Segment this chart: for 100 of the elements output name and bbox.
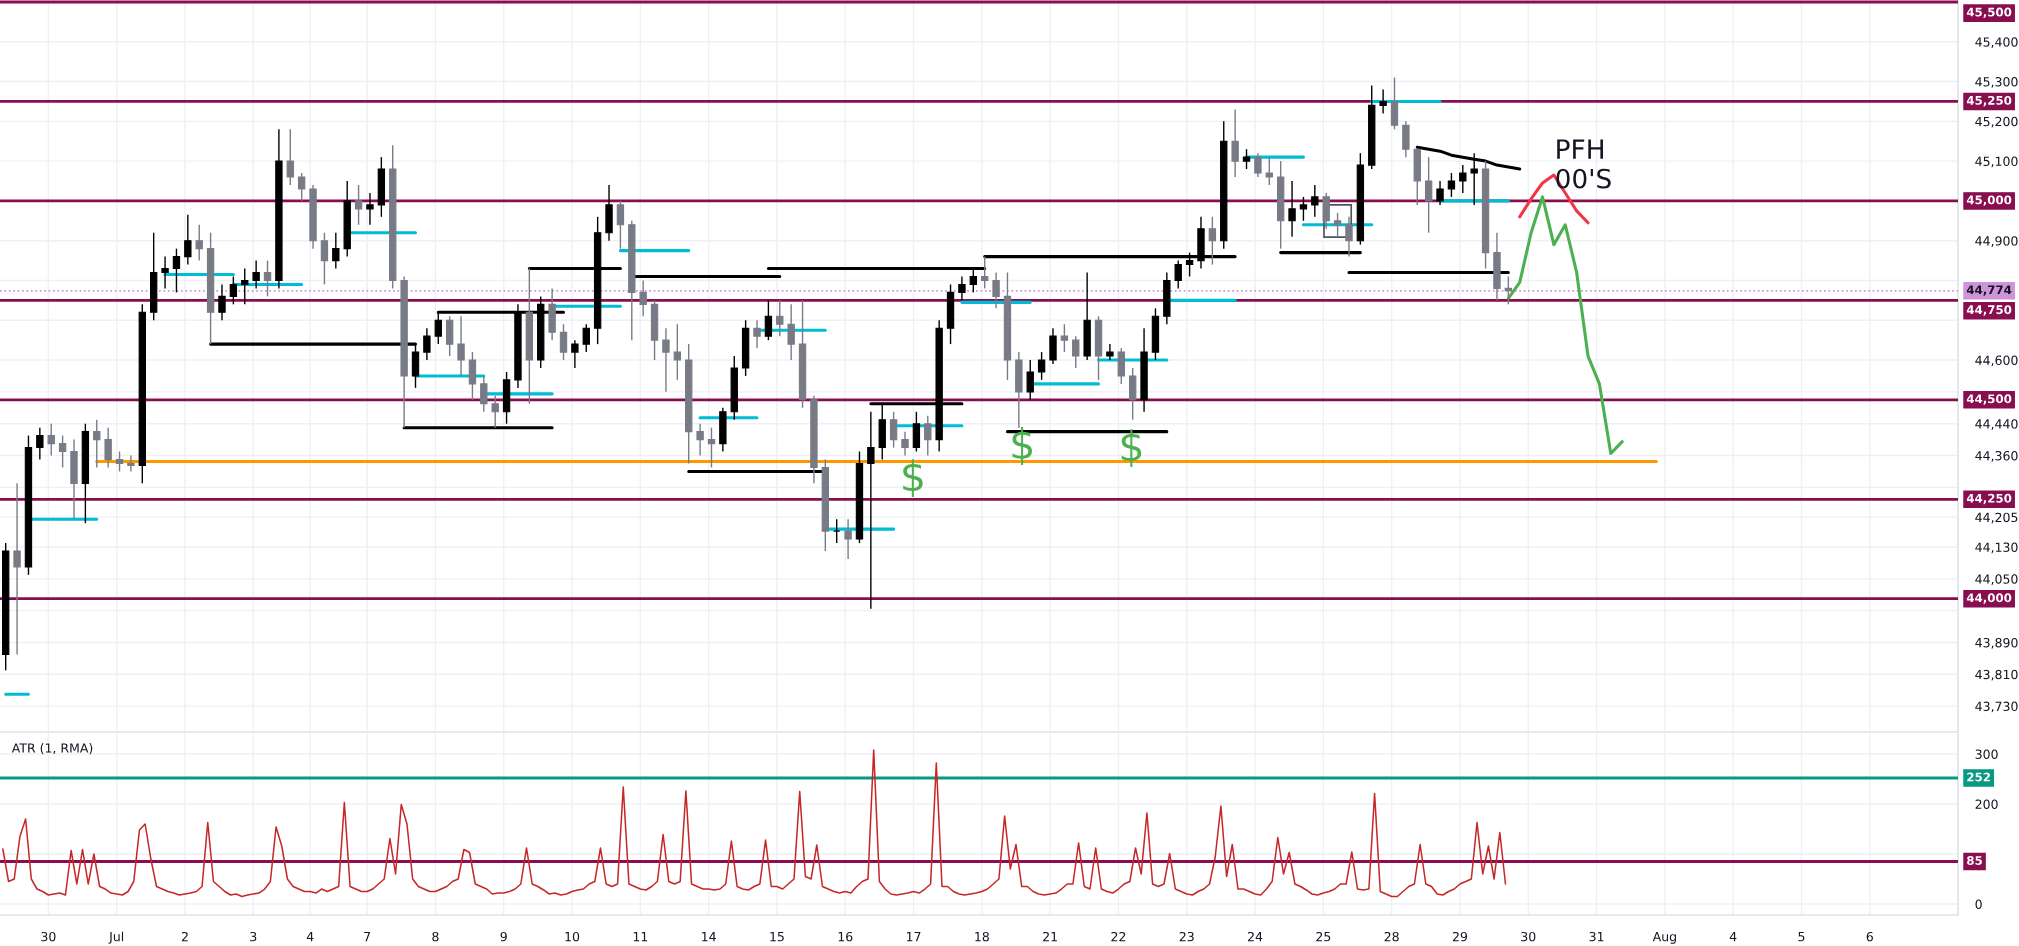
candlestick xyxy=(480,375,488,413)
x-tick-label: 28 xyxy=(1384,931,1399,942)
candlestick xyxy=(47,422,55,457)
candlestick xyxy=(559,323,568,361)
x-tick-label: 11 xyxy=(633,932,648,942)
candlestick xyxy=(332,232,340,270)
x-tick-label: 30 xyxy=(41,931,56,942)
x-tick-label: 10 xyxy=(565,931,580,942)
x-tick-label: 16 xyxy=(838,931,853,942)
ref-line-label: 44,500 xyxy=(1966,394,2012,405)
x-tick-label: 4 xyxy=(306,932,314,942)
y-tick-label: 44,130 xyxy=(1975,542,2018,554)
candlestick xyxy=(93,419,101,469)
x-tick-label: 31 xyxy=(1589,931,1604,942)
candlestick xyxy=(252,259,260,290)
candlestick xyxy=(787,303,795,361)
candlestick xyxy=(468,351,477,401)
ref-line-label: 252 xyxy=(1967,772,1990,782)
y-tick-label: 0 xyxy=(1975,899,1982,909)
y-tick-label: 44,205 xyxy=(1975,512,2018,524)
ref-line-label: 44,250 xyxy=(1966,493,2012,505)
candlestick xyxy=(457,315,465,377)
x-tick-label: 15 xyxy=(770,932,784,942)
candlestick xyxy=(423,327,431,361)
ref-line-label: 44,774 xyxy=(1966,285,2012,296)
x-tick-label: 25 xyxy=(1316,931,1331,942)
candlestick xyxy=(662,327,670,393)
candlestick xyxy=(1242,148,1251,170)
candlestick xyxy=(1379,88,1387,115)
candlestick xyxy=(673,323,682,381)
y-tick-label: 45,100 xyxy=(1975,156,2018,168)
x-tick-label: 29 xyxy=(1452,931,1468,942)
y-tick-label: 44,900 xyxy=(1975,236,2018,247)
candlestick xyxy=(1447,172,1456,198)
ref-line-label: 85 xyxy=(1967,856,1982,865)
x-tick-label: 18 xyxy=(975,931,989,942)
x-tick-label: 5 xyxy=(1798,932,1805,942)
y-tick-label: 44,600 xyxy=(1975,355,2018,367)
candlestick xyxy=(354,184,363,226)
candlestick xyxy=(753,319,761,349)
candlestick xyxy=(115,450,124,473)
candlestick xyxy=(1072,335,1080,369)
x-tick-label: 7 xyxy=(364,932,371,942)
candlestick xyxy=(992,271,1000,310)
candlestick xyxy=(161,255,169,290)
y-tick-label: 44,050 xyxy=(1975,574,2018,586)
candlestick xyxy=(889,411,898,449)
candlestick xyxy=(707,426,716,469)
candlestick xyxy=(776,299,784,337)
candlestick xyxy=(1288,180,1296,238)
candlestick xyxy=(491,395,499,429)
y-tick-label: 43,810 xyxy=(1975,669,2018,681)
x-tick-label: 22 xyxy=(1111,931,1126,942)
candlestick xyxy=(582,323,590,353)
candlestick xyxy=(1459,164,1467,194)
candlestick xyxy=(104,426,112,469)
candlestick xyxy=(445,315,454,357)
annotation: $ xyxy=(1012,427,1033,465)
candlestick xyxy=(764,299,773,341)
annotation: PFH 00'S xyxy=(1556,139,1611,189)
candlestick xyxy=(958,275,966,302)
candlestick xyxy=(901,430,909,457)
candlestick xyxy=(924,415,932,457)
candlestick xyxy=(127,454,135,473)
y-tick-label: 45,400 xyxy=(1975,37,2018,48)
y-tick-label: 44,360 xyxy=(1975,450,2018,462)
ref-line-label: 45,500 xyxy=(1966,7,2012,19)
candlestick xyxy=(1254,152,1262,178)
candlestick xyxy=(297,172,306,202)
candlestick xyxy=(1424,156,1433,234)
x-tick-label: 30 xyxy=(1521,931,1536,942)
candlestick xyxy=(1322,192,1330,230)
x-tick-label: 24 xyxy=(1248,931,1263,942)
y-tick-label: 44,440 xyxy=(1975,419,2018,430)
candlestick xyxy=(696,422,704,457)
candlestick xyxy=(218,283,226,321)
candlestick xyxy=(1128,367,1137,421)
x-tick-label: 2 xyxy=(181,931,188,942)
candlestick xyxy=(411,343,420,389)
candlestick xyxy=(616,200,625,250)
y-tick-label: 300 xyxy=(1975,749,1998,759)
x-tick-label: 14 xyxy=(702,932,716,942)
candlestick xyxy=(1299,196,1308,222)
candlestick xyxy=(1333,212,1342,238)
y-tick-label: 45,200 xyxy=(1975,116,2018,128)
ref-line-label: 45,000 xyxy=(1966,195,2012,206)
candlestick xyxy=(1390,76,1399,130)
candlestick xyxy=(1311,184,1319,218)
x-tick-label: 6 xyxy=(1866,931,1873,942)
candlestick xyxy=(1185,251,1194,278)
candlestick xyxy=(366,192,374,226)
candlestick xyxy=(1265,156,1273,186)
x-tick-label: 4 xyxy=(1729,932,1737,942)
candlestick xyxy=(1037,351,1046,381)
candlestick xyxy=(1231,108,1239,178)
candlestick xyxy=(58,434,67,469)
line-series xyxy=(1506,195,1624,456)
candlestick xyxy=(1345,216,1353,258)
candlestick xyxy=(1049,327,1057,365)
candlestick xyxy=(867,411,875,610)
